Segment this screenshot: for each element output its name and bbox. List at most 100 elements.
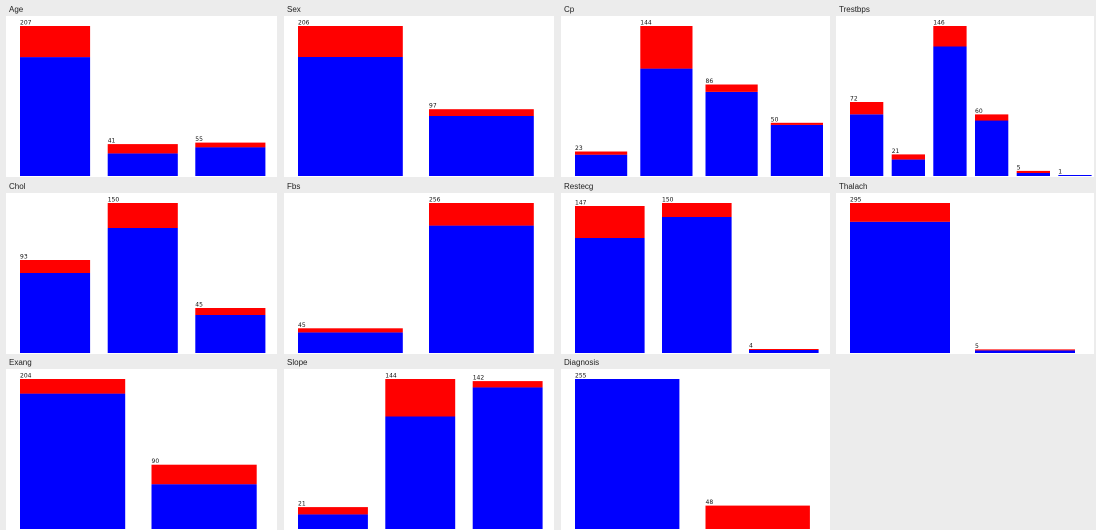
chart-title: Thalach (839, 182, 868, 191)
bar-data-label: 23 (575, 145, 583, 152)
bar-segment-top (20, 260, 91, 273)
bar-data-label: 1 (1058, 169, 1062, 176)
plot-area: 147 150 4 (561, 193, 830, 354)
bar-segment-top (1016, 170, 1050, 173)
bar-segment-base (933, 46, 967, 176)
bar-data-label: 4 (749, 343, 753, 350)
plot-area: 21 144 142 (284, 369, 554, 530)
bar-segment-base (575, 238, 645, 353)
bar-data-label: 147 (575, 200, 587, 207)
plot-area: 255 48 (561, 369, 830, 530)
bar-segment-top (429, 203, 534, 226)
bar-segment-top (891, 154, 925, 160)
bar-data-label: 97 (429, 103, 437, 110)
chart-title: Slope (287, 358, 308, 367)
bar-data-label: 45 (195, 302, 203, 309)
plot-area: 72 21 146 60 5 1 (836, 16, 1094, 177)
plot-area: 207 41 55 (6, 16, 277, 177)
bar-segment-top (107, 144, 178, 154)
bar-chart-svg: 295 5 (850, 197, 1075, 353)
chart-title: Exang (9, 358, 32, 367)
chart-panel-fbs: Fbs 45 256 (284, 182, 554, 354)
bar-segment-top (850, 203, 950, 222)
chart-panel-exang: Exang 204 90 (6, 358, 277, 530)
plot-area: 45 256 (284, 193, 554, 354)
chart-panel-sex: Sex 206 97 (284, 5, 554, 177)
bar-segment-base (975, 350, 1075, 353)
bar-chart-svg: 147 150 4 (575, 197, 819, 353)
bar-data-label: 146 (933, 20, 945, 27)
bar-segment-top (298, 328, 403, 333)
bar-data-label: 48 (706, 499, 714, 506)
chart-panel-chol: Chol 93 150 45 (6, 182, 277, 354)
chart-panel-thalach: Thalach 295 5 (836, 182, 1094, 354)
bar-segment-base (1058, 175, 1092, 176)
bar-segment-top (20, 379, 126, 394)
bar-chart-svg: 255 48 (575, 373, 810, 529)
chart-panel-age: Age 207 41 55 (6, 5, 277, 177)
bar-segment-base (429, 225, 534, 353)
bar-segment-base (195, 147, 266, 176)
plot-area: 23 144 86 50 (561, 16, 830, 177)
bar-data-label: 207 (20, 20, 32, 27)
bar-segment-base (640, 68, 693, 176)
bar-segment-base (662, 217, 732, 353)
bar-segment-base (385, 416, 456, 529)
bar-segment-top (195, 142, 266, 148)
plot-area: 295 5 (836, 193, 1094, 354)
bar-data-label: 255 (575, 373, 587, 380)
bar-segment-top (770, 122, 823, 125)
bar-segment-top (385, 379, 456, 417)
bar-data-label: 144 (640, 20, 652, 27)
bar-segment-top (298, 507, 368, 515)
bar-chart-svg: 21 144 142 (298, 373, 543, 529)
bar-data-label: 150 (108, 197, 120, 204)
bar-segment-base (298, 514, 368, 529)
bar-chart-svg: 93 150 45 (20, 197, 266, 353)
plot-area: 204 90 (6, 369, 277, 530)
bar-segment-base (891, 159, 925, 176)
chart-title: Age (9, 5, 24, 14)
bar-segment-top (975, 349, 1075, 351)
bar-segment-top (975, 114, 1009, 121)
chart-title: Chol (9, 182, 26, 191)
chart-title: Restecg (564, 182, 594, 191)
bar-data-label: 295 (850, 197, 862, 204)
bar-chart-svg: 23 144 86 50 (575, 20, 823, 176)
bar-segment-top (850, 102, 884, 115)
bar-segment-top (472, 381, 543, 388)
bar-data-label: 5 (975, 343, 979, 350)
bar-segment-top (195, 308, 266, 315)
bar-data-label: 21 (892, 148, 900, 155)
chart-title: Fbs (287, 182, 301, 191)
bar-segment-top (575, 151, 628, 155)
bar-data-label: 142 (473, 375, 485, 382)
chart-panel-slope: Slope 21 144 142 (284, 358, 554, 530)
bar-data-label: 55 (195, 136, 203, 143)
bar-data-label: 90 (152, 458, 160, 465)
bar-segment-base (298, 57, 403, 176)
bar-segment-base (472, 387, 543, 529)
bar-chart-svg: 72 21 146 60 5 1 (850, 20, 1092, 176)
bar-data-label: 206 (298, 20, 310, 27)
bar-segment-top (640, 26, 693, 69)
bar-segment-top (705, 505, 810, 529)
bar-segment-top (749, 349, 819, 350)
plot-area: 206 97 (284, 16, 554, 177)
bar-segment-base (705, 92, 758, 176)
bar-segment-top (662, 203, 732, 217)
bar-data-label: 45 (298, 322, 306, 329)
bar-segment-base (850, 114, 884, 176)
bar-data-label: 256 (429, 197, 441, 204)
bar-segment-base (107, 153, 178, 176)
chart-title: Cp (564, 5, 575, 14)
bar-segment-base (749, 350, 819, 353)
bar-segment-base (975, 120, 1009, 176)
bar-segment-base (770, 124, 823, 176)
bar-segment-base (20, 57, 91, 176)
bar-segment-base (850, 221, 950, 353)
bar-chart-svg: 204 90 (20, 373, 257, 529)
bar-data-label: 5 (1017, 164, 1021, 171)
bar-segment-base (20, 393, 126, 529)
